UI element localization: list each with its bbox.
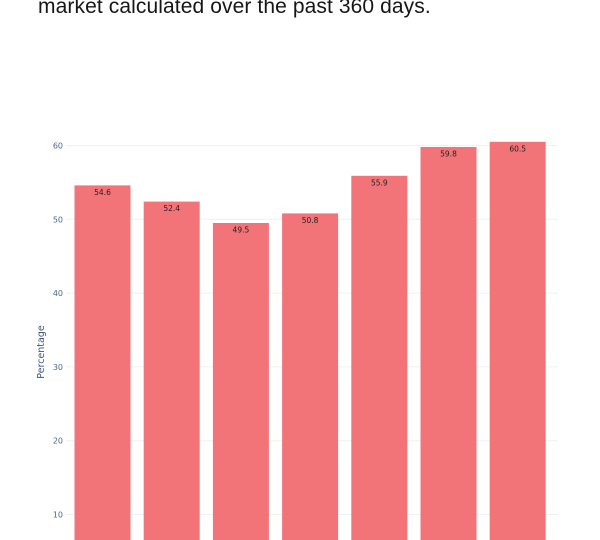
bar-7 (489, 141, 546, 540)
bars (74, 141, 546, 540)
y-axis-title: Percentage (36, 325, 47, 379)
bar-1 (74, 185, 131, 540)
y-axis-ticks: 10 20 30 40 50 60 (53, 142, 63, 520)
y-tick-label: 40 (53, 289, 63, 298)
chart-caption: market calculated over the past 360 days… (38, 0, 431, 18)
bar-value-labels: 54.6 52.4 49.5 50.8 55.9 59.8 60.5 (94, 144, 526, 234)
y-tick-label: 30 (53, 363, 63, 372)
bar-value-label-2: 52.4 (163, 204, 180, 213)
bar-value-label-4: 50.8 (302, 216, 319, 225)
bar-6 (420, 147, 477, 540)
bar-3 (212, 223, 269, 540)
bar-value-label-5: 55.9 (371, 178, 388, 187)
y-tick-label: 50 (53, 215, 63, 224)
bar-value-label-6: 59.8 (440, 150, 457, 159)
bar-4 (282, 213, 339, 540)
bar-2 (143, 201, 200, 540)
bar-value-label-7: 60.5 (509, 144, 526, 153)
y-tick-label: 20 (53, 437, 63, 446)
y-tick-label: 10 (53, 511, 63, 520)
bar-value-label-3: 49.5 (233, 226, 250, 235)
bar-value-label-1: 54.6 (94, 188, 111, 197)
y-tick-label: 60 (53, 142, 63, 151)
bar-5 (351, 175, 408, 540)
